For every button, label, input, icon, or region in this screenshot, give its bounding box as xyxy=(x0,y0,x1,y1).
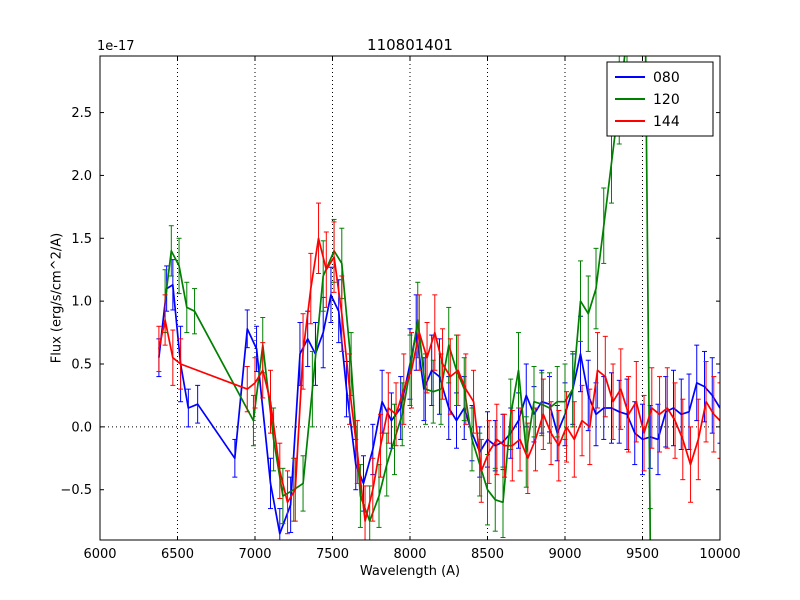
legend: 080 120 144 xyxy=(606,61,714,137)
x-tick-label: 8000 xyxy=(393,547,426,562)
y-axis-label: Flux (erg/s/cm^2/A) xyxy=(49,232,65,364)
y-tick-label: −0.5 xyxy=(60,483,92,498)
x-tick-label: 9000 xyxy=(548,547,581,562)
series-line-120 xyxy=(164,56,652,540)
y-tick-label: 2.5 xyxy=(71,106,92,121)
ticks xyxy=(99,56,721,540)
y-tick-label: 0.5 xyxy=(71,358,92,373)
y-tick-label: 2.0 xyxy=(71,169,92,184)
legend-label-120: 120 xyxy=(653,92,680,108)
x-tick-label: 6500 xyxy=(161,547,194,562)
chart-title: 110801401 xyxy=(367,36,453,54)
legend-label-080: 080 xyxy=(653,70,680,86)
series-144 xyxy=(156,202,720,540)
series-line-144 xyxy=(158,237,720,522)
x-tick-label: 9500 xyxy=(626,547,659,562)
y-tick-label: 1.0 xyxy=(71,295,92,310)
y-axis-offset-label: 1e-17 xyxy=(97,39,135,54)
x-tick-label: 10000 xyxy=(699,547,740,562)
tick-labels: 6000 6500 7000 7500 8000 8500 9000 9500 10000 −0.… xyxy=(60,106,740,562)
series-120 xyxy=(162,56,653,540)
y-tick-label: 0.0 xyxy=(71,420,92,435)
gridlines xyxy=(100,56,720,540)
y-tick-label: 1.5 xyxy=(71,232,92,247)
x-tick-label: 6000 xyxy=(83,547,116,562)
legend-label-144: 144 xyxy=(653,114,680,130)
x-tick-label: 7000 xyxy=(238,547,271,562)
x-tick-label: 7500 xyxy=(316,547,349,562)
x-tick-label: 8500 xyxy=(471,547,504,562)
x-axis-label: Wavelength (A) xyxy=(359,564,461,579)
